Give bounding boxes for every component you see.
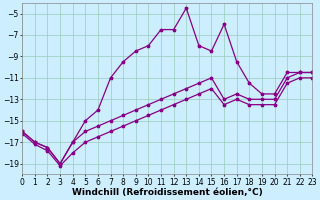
X-axis label: Windchill (Refroidissement éolien,°C): Windchill (Refroidissement éolien,°C) [72, 188, 263, 197]
